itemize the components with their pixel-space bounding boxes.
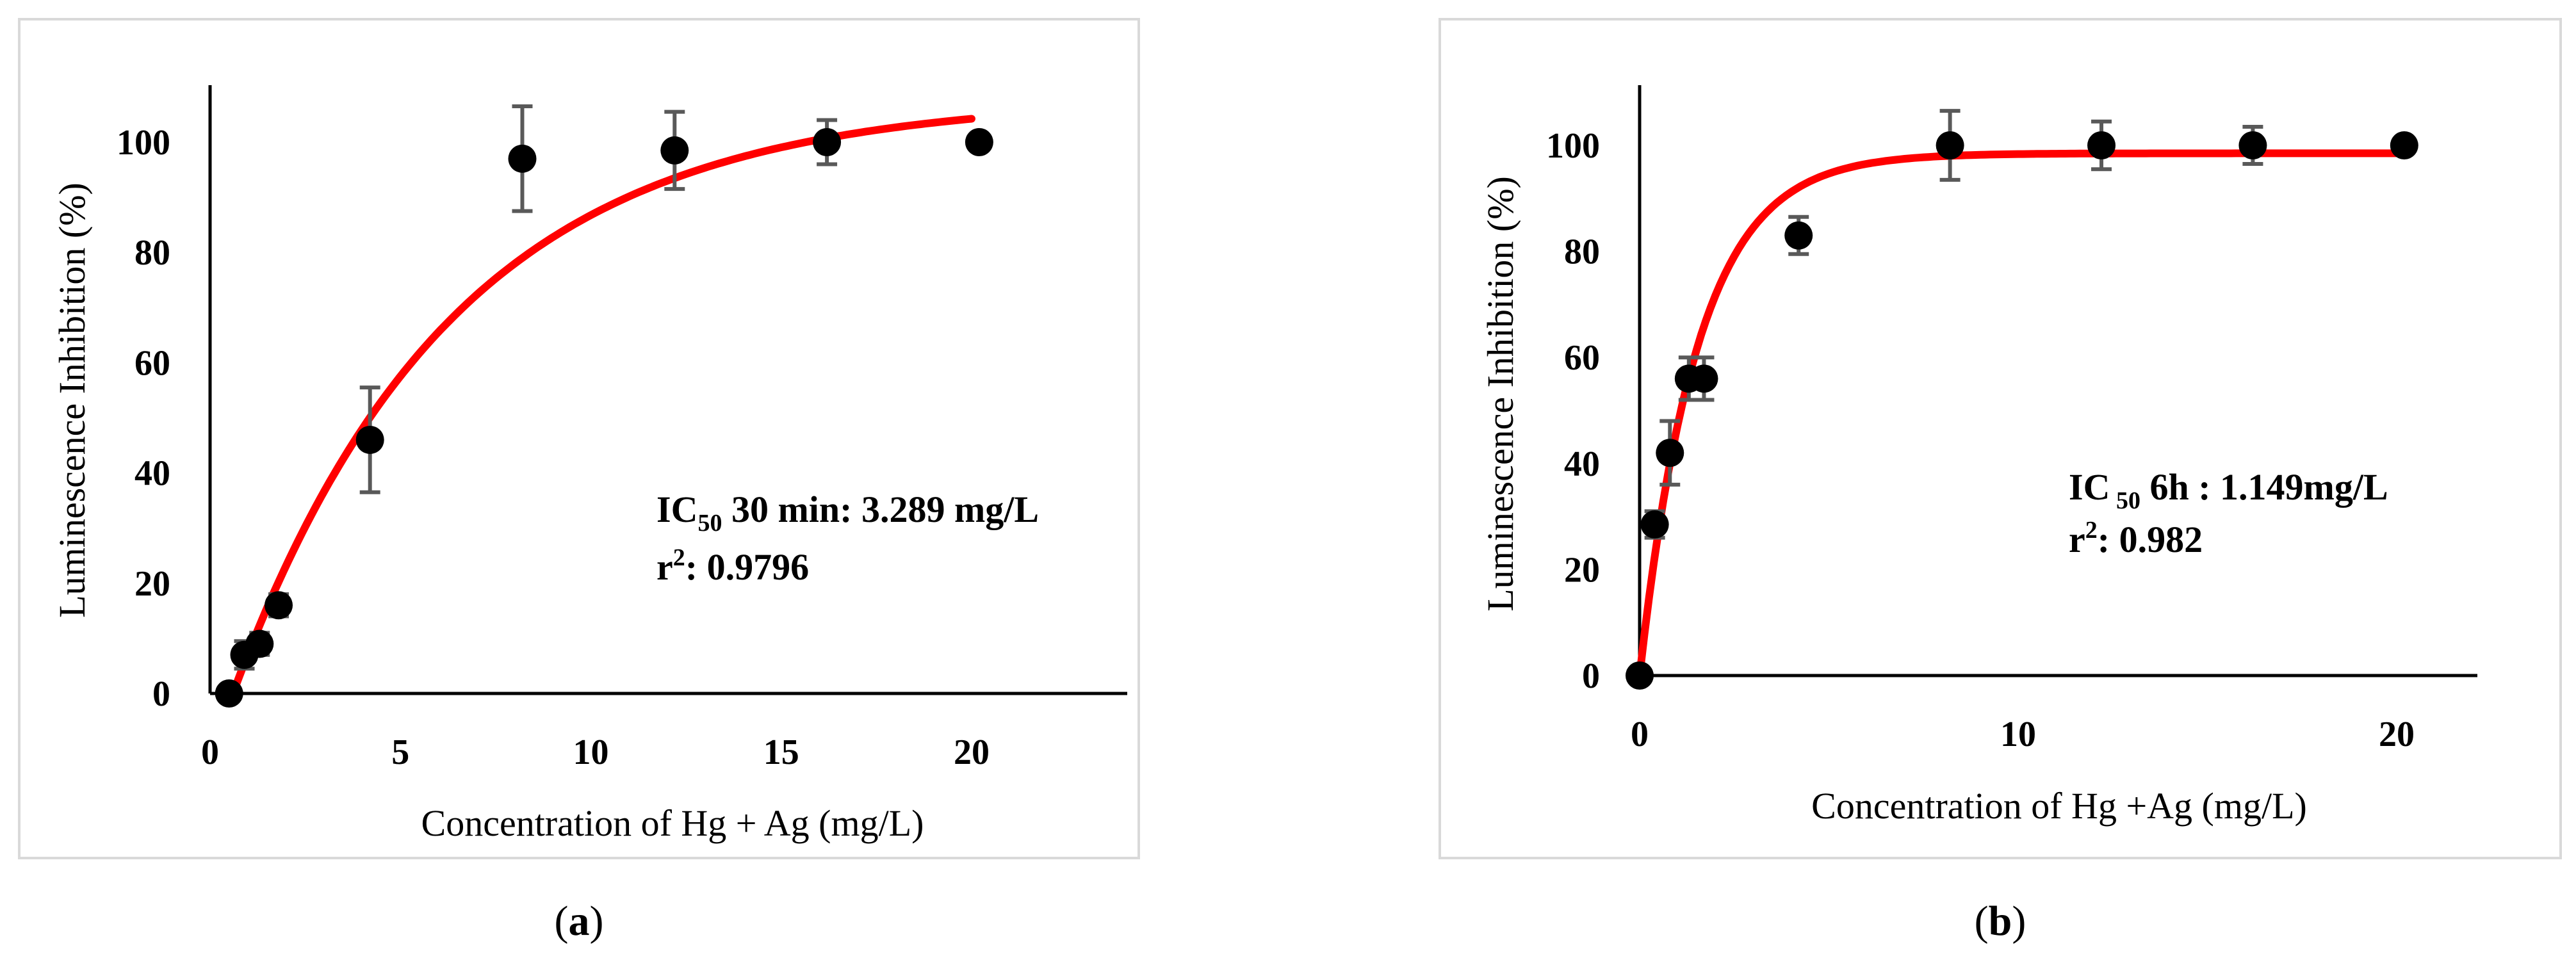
panel-a-x-tick-label: 15 — [763, 733, 799, 772]
panel-a-r2-prefix: r — [656, 546, 673, 588]
panel-b-y-tick-label: 60 — [1564, 338, 1600, 378]
panel-b-ic50-subscript: 50 — [2110, 487, 2140, 514]
panel-b-fit-curve — [1636, 149, 2401, 679]
panel-a-y-tick-label: 20 — [135, 564, 170, 604]
panel-a-data-point — [355, 425, 384, 454]
panel-b-y-tick-label: 0 — [1582, 656, 1600, 696]
panel-a-r2-value: : 0.9796 — [685, 546, 809, 588]
panel-b-x-tick-label: 20 — [2379, 715, 2415, 754]
panel-b-letter: b — [1989, 898, 2012, 944]
panel-a-x-tick-label: 5 — [391, 733, 409, 772]
panel-a-y-label: Luminescence Inhibition (%) — [51, 182, 93, 618]
panel-b-data-point — [1656, 439, 1684, 467]
panel-a-data-point — [508, 144, 537, 173]
panel-b-data-point — [1640, 510, 1669, 539]
panel-b-x-tick-label: 10 — [2000, 715, 2036, 754]
panel-a-ic50-prefix: IC — [656, 489, 697, 530]
panel-b-r2-prefix: r — [2069, 519, 2085, 560]
panel-a-x-tick-label: 20 — [954, 733, 990, 772]
panel-a-y-tick-label: 0 — [152, 674, 170, 714]
panel-b-data-point — [2087, 131, 2116, 159]
panel-a-r2-superscript: 2 — [673, 544, 685, 571]
panel-b-y-label: Luminescence Inhibition (%) — [1480, 176, 1521, 612]
panel-b-data-point — [2238, 131, 2267, 159]
panel-a-y-tick-label: 80 — [135, 233, 170, 273]
panel-a-data-point — [813, 128, 842, 156]
panel-a-r2-annotation: r2: 0.9796 — [656, 544, 809, 588]
panel-b-x-label: Concentration of Hg +Ag (mg/L) — [1811, 785, 2307, 827]
panel-b-r2-annotation: r2: 0.982 — [2069, 517, 2203, 560]
panel-a-ic50-subscript: 50 — [697, 510, 722, 537]
panel-b-frame — [1439, 18, 2562, 859]
panel-a-ic50-value: 30 min: 3.289 mg/L — [722, 489, 1039, 530]
panel-b-data-point — [1690, 364, 1718, 393]
panel-a-data-point — [215, 679, 243, 708]
panel-a-label: (a) — [555, 898, 604, 944]
panel-b-ic50-value: 6h : 1.149mg/L — [2140, 466, 2388, 508]
panel-a-y-ticks: 0 20 40 60 80 100 — [117, 123, 170, 714]
panel-a-x-tick-label: 10 — [573, 733, 609, 772]
panel-b-label: (b) — [1975, 898, 2026, 944]
panel-b-data-point — [1784, 221, 1813, 250]
panel-a-y-tick-label: 100 — [117, 123, 170, 163]
panel-b-y-tick-label: 100 — [1546, 126, 1600, 166]
panel-a-data-point — [965, 128, 993, 156]
panel-b-x-tick-label: 0 — [1631, 715, 1649, 754]
chart-panel-a: 0 20 40 60 80 100 0 5 10 15 20 Luminescence Inhib… — [18, 18, 1140, 944]
panel-a-y-tick-label: 60 — [135, 343, 170, 383]
panel-b-data-point — [2390, 131, 2418, 159]
panel-a-data-point — [245, 629, 274, 658]
panel-a-frame — [18, 18, 1140, 859]
chart-panel-b: 0 20 40 60 80 100 0 10 20 Luminescence Inhibiti… — [1439, 18, 2562, 944]
panel-b-r2-value: : 0.982 — [2098, 519, 2203, 560]
panel-b-y-tick-label: 40 — [1564, 444, 1600, 484]
panel-a-x-ticks: 0 5 10 15 20 — [201, 733, 990, 772]
panel-a-x-label: Concentration of Hg + Ag (mg/L) — [421, 802, 924, 844]
panel-b-y-ticks: 0 20 40 60 80 100 — [1546, 126, 1600, 696]
panel-b-y-tick-label: 80 — [1564, 232, 1600, 272]
panel-a-data-point — [265, 591, 293, 620]
panel-b-fit-group — [1636, 149, 2401, 679]
panel-b-ic50-prefix: IC — [2069, 466, 2110, 508]
panel-a-x-tick-label: 0 — [201, 733, 219, 772]
panel-a-ic50-annotation: IC50 30 min: 3.289 mg/L — [656, 489, 1039, 537]
panel-b-points — [1626, 131, 2418, 690]
panel-b-r2-superscript: 2 — [2085, 517, 2098, 544]
panel-b-y-tick-label: 20 — [1564, 550, 1600, 590]
panel-a-data-point — [660, 136, 689, 165]
panel-b-data-point — [1626, 661, 1654, 690]
panel-a-y-tick-label: 40 — [135, 454, 170, 494]
panel-b-x-ticks: 0 10 20 — [1631, 715, 2415, 754]
panel-b-data-point — [1936, 131, 1964, 159]
panel-a-letter: a — [569, 898, 590, 944]
panel-a-points — [215, 128, 993, 708]
panel-b-ic50-annotation: IC 50 6h : 1.149mg/L — [2069, 466, 2388, 514]
